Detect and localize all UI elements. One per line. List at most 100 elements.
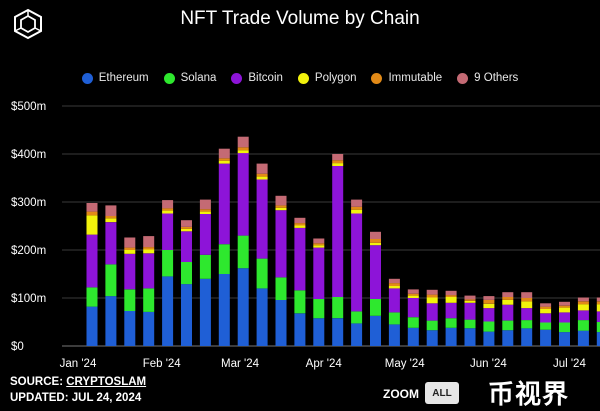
bar-segment-solana [275,277,287,300]
bar-segment-immutable [426,294,438,298]
bar-segment-immutable [181,227,192,229]
bar-segment-solana [426,320,438,331]
bar-segment-ethereum [218,274,230,346]
updated-date: UPDATED: JUL 24, 2024 [10,392,142,404]
bar-segment-solana [502,320,514,331]
bar-segment-immutable [540,306,552,309]
bar-segment-ethereum [596,332,600,346]
bar-segment-immutable [483,299,495,304]
bar-segment-ethereum [351,323,363,346]
bar-segment-bitcoin [540,313,552,323]
bar-segment-solana [351,311,363,324]
x-tick-label: Mar '24 [221,358,260,370]
stacked-bar [521,292,533,346]
bar-segment-polygon [351,209,363,214]
stacked-bar [502,292,514,346]
bar-segment-immutable [143,247,155,250]
bar-segment-immutable [407,293,419,296]
bar-segment-9-others [521,292,533,298]
bar-segment-bitcoin [256,179,268,259]
bar-segment-ethereum [294,313,306,346]
bar-segment-polygon [199,211,211,214]
bar-segment-polygon [86,215,98,235]
bar-segment-immutable [162,208,174,211]
legend-item-solana[interactable]: Solana [163,72,216,84]
bar-segment-bitcoin [162,213,174,250]
x-tick-label: Jun '24 [470,358,507,370]
bar-segment-immutable [124,247,136,250]
bar-segment-polygon [426,297,438,304]
bar-segment-polygon [105,218,117,223]
bar-segment-9-others [199,199,211,210]
x-tick-label: Feb '24 [143,358,182,370]
legend-swatch-9-others [457,72,469,84]
legend-item-immutable[interactable]: Immutable [371,72,442,84]
stacked-bar [105,205,117,346]
bar-segment-polygon [370,242,381,246]
bar-segment-9-others [577,297,589,302]
bar-segment-bitcoin [559,312,570,323]
source-line: SOURCE: CRYPTOSLAM [10,376,146,388]
bar-segment-bitcoin [275,210,287,278]
legend-item-bitcoin[interactable]: Bitcoin [231,72,283,84]
bar-segment-immutable [256,173,268,177]
y-tick-label: $200m [11,245,46,257]
stacked-bar [577,297,589,346]
bar-segment-solana [540,322,552,330]
source-prefix: SOURCE: [10,376,64,388]
stacked-bar [445,290,457,346]
bar-segment-immutable [351,206,363,210]
zoom-all-button[interactable]: ALL [425,382,459,404]
bar-segment-ethereum [256,288,268,346]
bar-segment-polygon [332,163,344,166]
bar-segment-solana [445,318,457,328]
legend-swatch-polygon [297,72,309,84]
y-tick-label: $100m [11,293,46,305]
bar-segment-solana [143,288,155,312]
bar-segment-9-others [559,301,570,306]
bar-segment-ethereum [407,327,419,346]
legend-item-ethereum[interactable]: Ethereum [81,72,149,84]
bar-segment-solana [199,254,211,279]
legend-item-polygon[interactable]: Polygon [297,72,357,84]
legend-item-9-others[interactable]: 9 Others [457,72,518,84]
bar-segment-9-others [388,278,400,284]
bar-segment-polygon [256,176,268,180]
bar-segment-9-others [370,231,381,239]
bar-segment-bitcoin [294,227,306,291]
bar-segment-immutable [294,223,306,226]
y-tick-label: $300m [11,197,46,209]
bar-segment-9-others [332,154,344,161]
legend-label-immutable: Immutable [388,72,443,84]
bar-segment-immutable [370,239,381,243]
bar-segment-ethereum [577,330,589,346]
bar-segment-polygon [181,228,192,232]
bar-segment-bitcoin [313,247,325,299]
bar-segment-9-others [86,203,98,212]
legend-label-ethereum: Ethereum [98,72,149,84]
bar-segment-polygon [521,301,533,309]
bar-segment-9-others [162,200,174,209]
bar-segment-polygon [464,300,476,303]
stacked-bar [143,236,155,346]
bar-segment-9-others [426,289,438,295]
x-tick-label: May '24 [385,358,426,370]
bar-segment-solana [464,319,476,329]
bar-segment-ethereum [464,328,476,346]
bar-segment-9-others [540,303,552,307]
bar-segment-9-others [483,296,495,300]
watermark-backdrop [479,372,600,411]
bar-segment-bitcoin [351,213,363,312]
bar-segment-immutable [502,297,514,300]
bar-segment-bitcoin [445,302,457,319]
bar-segment-9-others [502,292,514,297]
stacked-bar [540,303,552,346]
bar-segment-9-others [181,220,192,227]
legend-label-polygon: Polygon [314,72,357,84]
stacked-bar [162,200,174,346]
stacked-bar [351,199,363,346]
bar-segment-solana [483,321,495,332]
bar-segment-polygon [596,304,600,312]
source-link[interactable]: CRYPTOSLAM [66,376,147,388]
bar-segment-solana [294,290,306,314]
